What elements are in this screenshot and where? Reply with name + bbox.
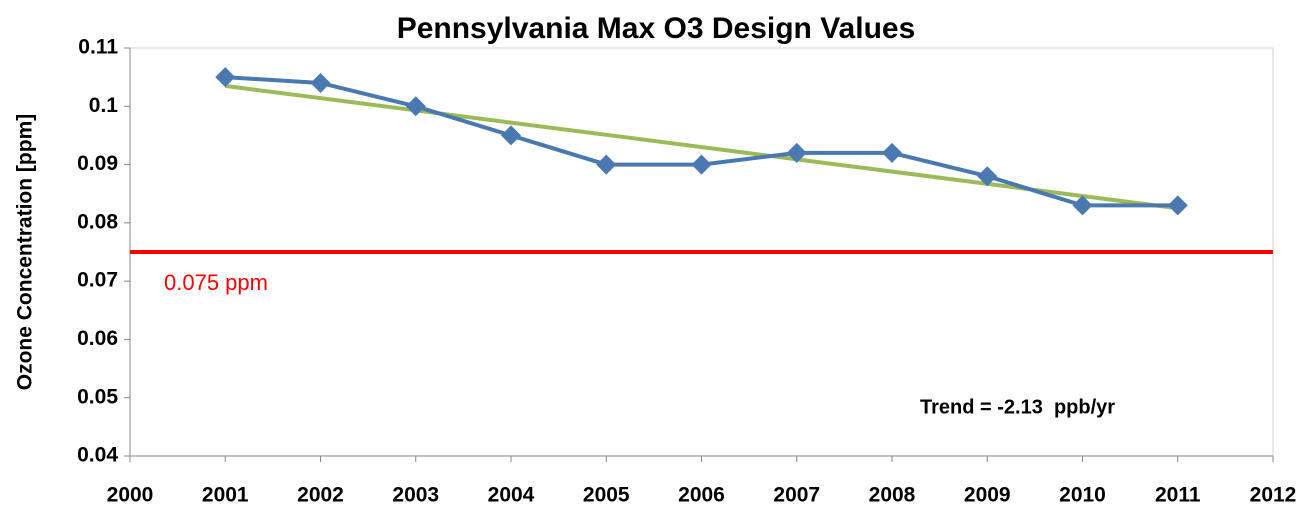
marker xyxy=(691,154,712,175)
marker xyxy=(596,154,617,175)
y-tick-label: 0.1 xyxy=(89,94,119,117)
x-tick-label: 2002 xyxy=(297,484,344,507)
x-tick-label: 2011 xyxy=(1155,484,1201,507)
reference-label: 0.075 ppm xyxy=(164,270,268,295)
x-tick-label: 2005 xyxy=(583,484,630,507)
annotation: Trend = -2.13 ppb/yr xyxy=(920,396,1115,418)
y-tick-label: 0.04 xyxy=(77,444,118,467)
y-tick-label: 0.09 xyxy=(77,152,118,175)
y-tick-label: 0.11 xyxy=(78,36,118,59)
marker xyxy=(215,67,236,88)
marker xyxy=(1167,195,1188,216)
marker xyxy=(977,166,998,187)
x-tick-label: 2004 xyxy=(488,484,535,507)
marker xyxy=(501,125,521,146)
marker xyxy=(882,142,902,163)
y-tick-label: 0.07 xyxy=(77,269,118,292)
y-axis-label: Ozone Concentration [ppm] xyxy=(14,114,37,391)
x-tick-label: 2000 xyxy=(107,484,154,507)
x-tick-label: 2010 xyxy=(1059,484,1106,507)
x-tick-label: 2008 xyxy=(869,484,916,507)
x-tick-label: 2007 xyxy=(773,484,820,507)
x-tick-label: 2003 xyxy=(392,484,439,507)
marker xyxy=(405,96,426,117)
x-tick-label: 2009 xyxy=(964,484,1011,507)
marker xyxy=(1072,195,1093,216)
marker xyxy=(310,72,331,93)
marker xyxy=(786,142,807,163)
x-tick-label: 2012 xyxy=(1250,484,1297,507)
series-line xyxy=(225,75,1178,208)
y-tick-label: 0.06 xyxy=(77,327,118,350)
x-tick-label: 2006 xyxy=(678,484,725,507)
chart-title: Pennsylvania Max O3 Design Values xyxy=(397,12,916,45)
x-tick-label: 2001 xyxy=(202,484,249,507)
y-tick-label: 0.05 xyxy=(77,385,118,408)
y-tick-label: 0.08 xyxy=(77,210,118,233)
